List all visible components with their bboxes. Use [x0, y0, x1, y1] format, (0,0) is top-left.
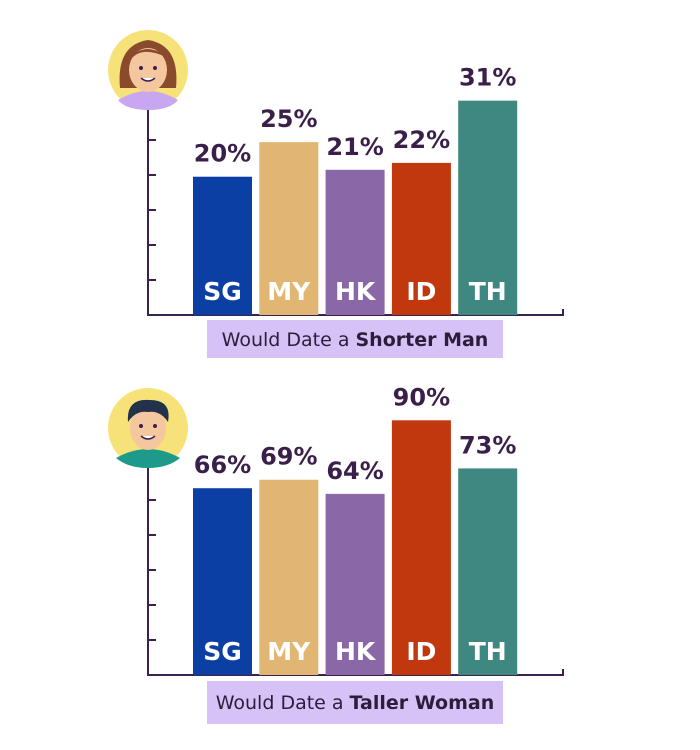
caption: Would Date a Shorter Man [222, 329, 489, 351]
caption-emphasis: Taller Woman [350, 692, 495, 714]
caption-box [207, 681, 503, 724]
category-label: ID [406, 637, 436, 666]
bar [193, 176, 252, 315]
category-label: MY [267, 637, 311, 666]
caption: Would Date a Taller Woman [216, 692, 495, 714]
value-label: 31% [459, 64, 516, 92]
bar [391, 162, 451, 315]
value-label: 73% [459, 431, 516, 459]
bar [458, 100, 518, 316]
category-label: SG [203, 277, 242, 306]
category-label: HK [335, 637, 377, 666]
caption-box [207, 320, 503, 358]
bar [325, 493, 385, 675]
category-label: SG [203, 637, 242, 666]
category-label: HK [335, 277, 377, 306]
value-label: 66% [194, 451, 251, 479]
value-label: 22% [393, 126, 450, 154]
value-label: 69% [260, 443, 317, 471]
bar [193, 488, 252, 675]
value-label: 64% [326, 457, 383, 485]
bar [259, 479, 319, 675]
category-label: MY [267, 277, 311, 306]
category-label: ID [406, 277, 436, 306]
caption-emphasis: Shorter Man [355, 329, 488, 351]
man-avatar [108, 388, 188, 468]
woman-avatar [108, 30, 188, 110]
category-label: TH [469, 637, 507, 666]
value-label: 20% [194, 140, 251, 168]
bar [325, 169, 385, 315]
bar [458, 468, 518, 675]
value-label: 90% [393, 383, 450, 411]
bar [391, 420, 451, 675]
caption-text: Would Date a [216, 692, 344, 714]
category-label: TH [469, 277, 507, 306]
caption-text: Would Date a [222, 329, 350, 351]
value-label: 21% [326, 133, 383, 161]
bar [259, 142, 319, 315]
value-label: 25% [260, 105, 317, 133]
